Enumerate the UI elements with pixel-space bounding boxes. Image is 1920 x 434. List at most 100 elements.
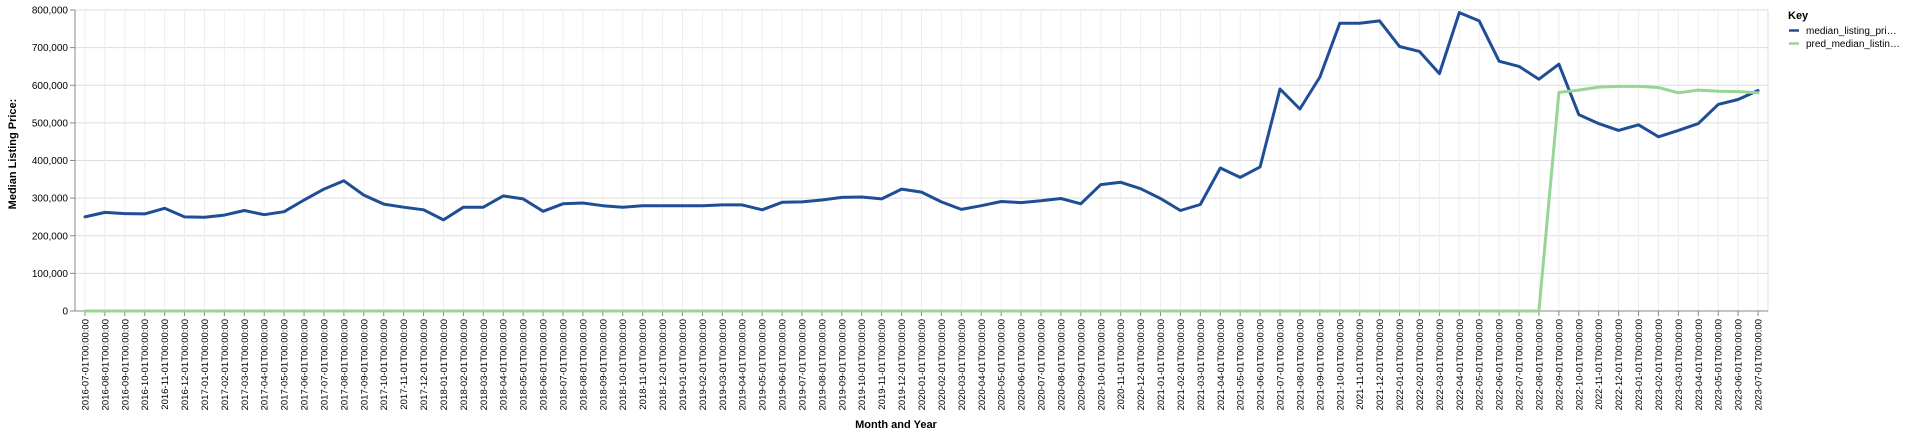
- x-tick-label: 2022-12-01T00:00:00: [1614, 319, 1625, 410]
- x-tick-label: 2017-08-01T00:00:00: [339, 319, 350, 410]
- y-tick-label: 400,000: [32, 156, 69, 167]
- x-axis: 2016-07-01T00:00:00 2016-08-01T00:00:00 20…: [75, 310, 1768, 410]
- x-tick-label: 2023-04-01T00:00:00: [1694, 319, 1705, 410]
- x-tick-label: 2016-08-01T00:00:00: [100, 319, 111, 410]
- y-tick-label: 100,000: [32, 269, 69, 280]
- x-tick-label: 2022-04-01T00:00:00: [1455, 319, 1466, 410]
- x-tick-label: 2021-09-01T00:00:00: [1315, 319, 1326, 410]
- gridlines: [75, 9, 1769, 312]
- x-tick-label: 2018-08-01T00:00:00: [578, 319, 589, 410]
- x-tick-label: 2021-03-01T00:00:00: [1196, 319, 1207, 410]
- x-tick-label: 2022-01-01T00:00:00: [1395, 319, 1406, 410]
- x-tick-label: 2022-06-01T00:00:00: [1495, 319, 1506, 410]
- x-tick-label: 2020-08-01T00:00:00: [1056, 319, 1067, 410]
- x-tick-label: 2019-11-01T00:00:00: [877, 319, 888, 410]
- x-tick-label: 2017-02-01T00:00:00: [220, 319, 231, 410]
- x-tick-label: 2021-06-01T00:00:00: [1256, 319, 1267, 410]
- legend-title: Key: [1788, 10, 1809, 22]
- x-tick-label: 2019-12-01T00:00:00: [897, 319, 908, 410]
- x-tick-label: 2021-05-01T00:00:00: [1236, 319, 1247, 410]
- x-tick-label: 2018-11-01T00:00:00: [638, 319, 649, 410]
- x-tick-label: 2019-07-01T00:00:00: [797, 319, 808, 410]
- series-line-2: [83, 84, 1760, 313]
- x-tick-label: 2020-07-01T00:00:00: [1037, 319, 1048, 410]
- x-tick-label: 2017-12-01T00:00:00: [419, 319, 430, 410]
- x-tick-label: 2018-07-01T00:00:00: [558, 319, 569, 410]
- x-tick-label: 2018-06-01T00:00:00: [539, 319, 550, 410]
- x-tick-label: 2018-09-01T00:00:00: [598, 319, 609, 410]
- x-tick-label: 2023-02-01T00:00:00: [1654, 319, 1665, 410]
- x-tick-label: 2021-07-01T00:00:00: [1276, 319, 1287, 410]
- x-tick-label: 2019-02-01T00:00:00: [698, 319, 709, 410]
- y-tick-label: 700,000: [32, 43, 69, 54]
- x-axis-title: Month and Year: [855, 419, 937, 431]
- x-tick-label: 2021-11-01T00:00:00: [1355, 319, 1366, 410]
- series-line-1: [83, 11, 1760, 222]
- x-tick-label: 2020-06-01T00:00:00: [1017, 319, 1028, 410]
- x-tick-label: 2020-12-01T00:00:00: [1136, 319, 1147, 410]
- y-tick-label: 800,000: [32, 6, 69, 17]
- x-tick-label: 2023-07-01T00:00:00: [1754, 319, 1765, 410]
- x-tick-label: 2016-09-01T00:00:00: [120, 319, 131, 410]
- x-tick-label: 2016-07-01T00:00:00: [80, 319, 91, 410]
- legend-label-1: median_listing_pri…: [1806, 26, 1897, 37]
- x-tick-label: 2019-10-01T00:00:00: [857, 319, 868, 410]
- x-tick-label: 2017-05-01T00:00:00: [280, 319, 291, 410]
- x-tick-label: 2018-02-01T00:00:00: [459, 319, 470, 410]
- x-tick-label: 2019-05-01T00:00:00: [758, 319, 769, 410]
- x-tick-label: 2017-04-01T00:00:00: [260, 319, 271, 410]
- x-tick-label: 2020-04-01T00:00:00: [977, 319, 988, 410]
- x-tick-label: 2021-02-01T00:00:00: [1176, 319, 1187, 410]
- x-tick-label: 2019-08-01T00:00:00: [817, 319, 828, 410]
- x-tick-label: 2017-06-01T00:00:00: [300, 319, 311, 410]
- x-tick-label: 2021-01-01T00:00:00: [1156, 319, 1167, 410]
- x-tick-label: 2019-06-01T00:00:00: [778, 319, 789, 410]
- x-tick-label: 2018-01-01T00:00:00: [439, 319, 450, 410]
- y-tick-label: 200,000: [32, 231, 69, 242]
- x-tick-label: 2020-05-01T00:00:00: [997, 319, 1008, 410]
- x-tick-label: 2023-01-01T00:00:00: [1634, 319, 1645, 410]
- x-tick-label: 2016-12-01T00:00:00: [180, 319, 191, 410]
- x-tick-label: 2021-08-01T00:00:00: [1295, 319, 1306, 410]
- x-tick-label: 2023-03-01T00:00:00: [1674, 319, 1685, 410]
- x-tick-label: 2016-10-01T00:00:00: [140, 319, 151, 410]
- x-tick-label: 2023-06-01T00:00:00: [1734, 319, 1745, 410]
- x-tick-label: 2016-11-01T00:00:00: [160, 319, 171, 410]
- legend-label-2: pred_median_listin…: [1806, 39, 1900, 50]
- x-tick-label: 2022-09-01T00:00:00: [1554, 319, 1565, 410]
- x-tick-label: 2020-10-01T00:00:00: [1096, 319, 1107, 410]
- x-tick-label: 2017-03-01T00:00:00: [240, 319, 251, 410]
- x-tick-label: 2017-07-01T00:00:00: [319, 319, 330, 410]
- y-axis-title: Median Listing Price:: [7, 99, 19, 210]
- x-tick-label: 2019-01-01T00:00:00: [678, 319, 689, 410]
- x-tick-label: 2022-11-01T00:00:00: [1594, 319, 1605, 410]
- y-tick-label: 0: [62, 307, 68, 318]
- y-tick-label: 300,000: [32, 194, 69, 205]
- x-tick-label: 2018-03-01T00:00:00: [479, 319, 490, 410]
- x-tick-label: 2022-02-01T00:00:00: [1415, 319, 1426, 410]
- y-tick-label: 600,000: [32, 81, 69, 92]
- x-tick-label: 2022-10-01T00:00:00: [1574, 319, 1585, 410]
- x-tick-label: 2022-05-01T00:00:00: [1475, 319, 1486, 410]
- x-tick-label: 2020-11-01T00:00:00: [1116, 319, 1127, 410]
- x-tick-label: 2018-05-01T00:00:00: [519, 319, 530, 410]
- y-axis: 0 100,000 200,000 300,000 400,000 500,000 600,…: [32, 6, 76, 318]
- series-lines: [83, 11, 1760, 313]
- x-tick-label: 2020-02-01T00:00:00: [937, 319, 948, 410]
- x-tick-label: 2021-04-01T00:00:00: [1216, 319, 1227, 410]
- x-tick-label: 2021-12-01T00:00:00: [1375, 319, 1386, 410]
- x-tick-label: 2021-10-01T00:00:00: [1335, 319, 1346, 410]
- x-tick-label: 2017-09-01T00:00:00: [359, 319, 370, 410]
- y-tick-label: 500,000: [32, 118, 69, 129]
- x-tick-label: 2017-10-01T00:00:00: [379, 319, 390, 410]
- x-tick-label: 2023-05-01T00:00:00: [1714, 319, 1725, 410]
- x-tick-label: 2020-03-01T00:00:00: [957, 319, 968, 410]
- x-tick-label: 2018-10-01T00:00:00: [618, 319, 629, 410]
- x-tick-label: 2020-01-01T00:00:00: [917, 319, 928, 410]
- x-tick-label: 2019-09-01T00:00:00: [837, 319, 848, 410]
- x-tick-label: 2022-08-01T00:00:00: [1534, 319, 1545, 410]
- x-tick-label: 2017-01-01T00:00:00: [200, 319, 211, 410]
- x-tick-label: 2020-09-01T00:00:00: [1076, 319, 1087, 410]
- x-tick-label: 2022-03-01T00:00:00: [1435, 319, 1446, 410]
